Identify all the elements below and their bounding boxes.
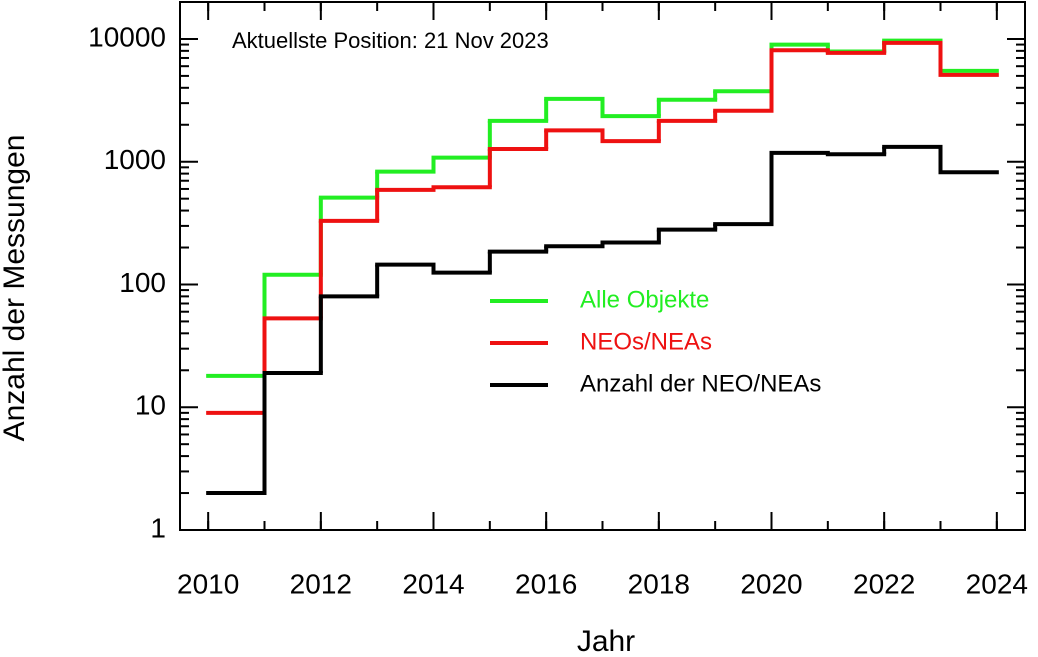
y-tick-label: 1	[150, 512, 166, 543]
x-tick-label: 2024	[966, 568, 1028, 599]
legend-label: Anzahl der NEO/NEAs	[580, 370, 821, 397]
x-tick-label: 2016	[515, 568, 577, 599]
x-axis-label: Jahr	[577, 625, 635, 657]
x-tick-label: 2010	[177, 568, 239, 599]
x-tick-label: 2022	[853, 568, 915, 599]
y-tick-label: 10000	[88, 21, 166, 52]
plot-frame	[179, 1, 1026, 531]
y-axis-label: Anzahl der Messungen	[0, 135, 31, 442]
x-tick-label: 2012	[290, 568, 352, 599]
y-tick-label: 1000	[104, 144, 166, 175]
y-tick-label: 100	[119, 267, 166, 298]
x-tick-label: 2018	[628, 568, 690, 599]
x-tick-label: 2020	[740, 568, 802, 599]
x-tick-label: 2014	[402, 568, 464, 599]
legend-label: NEOs/NEAs	[580, 328, 712, 355]
legend-label: Alle Objekte	[580, 286, 709, 313]
annotation: Aktuellste Position: 21 Nov 2023	[232, 28, 549, 53]
y-tick-label: 10	[135, 390, 166, 421]
